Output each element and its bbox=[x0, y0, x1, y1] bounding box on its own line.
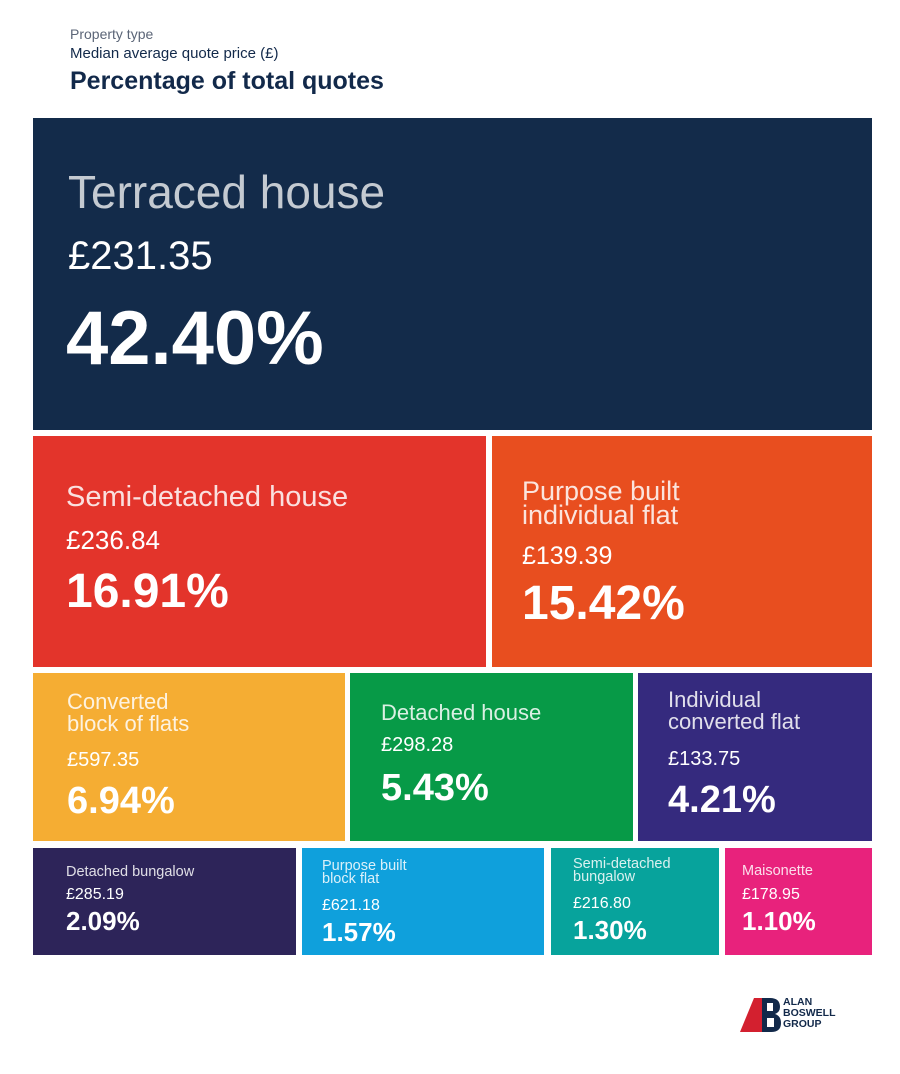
logo-text: ALAN BOSWELL GROUP bbox=[783, 997, 836, 1030]
tile-percent: 42.40% bbox=[66, 296, 324, 381]
tile-percent: 6.94% bbox=[67, 780, 175, 822]
tile-name: Maisonette bbox=[742, 863, 813, 879]
tile-price: £216.80 bbox=[573, 895, 631, 912]
tile-detached-bungalow: Detached bungalow £285.19 2.09% bbox=[33, 848, 296, 955]
tile-percent: 1.57% bbox=[322, 917, 396, 947]
tile-price: £139.39 bbox=[522, 542, 613, 570]
tile-name: Detached house bbox=[381, 700, 542, 725]
tile-name: Semi-detached house bbox=[66, 481, 349, 513]
tile-name: Semi-detached bungalow bbox=[573, 856, 671, 885]
logo-text-group: GROUP bbox=[783, 1018, 822, 1030]
tile-percent: 16.91% bbox=[66, 565, 229, 618]
tile-percent: 15.42% bbox=[522, 577, 685, 630]
tile-price: £133.75 bbox=[668, 748, 741, 770]
tile-percent: 5.43% bbox=[381, 767, 489, 809]
logo-text-boswell: BOSWELL bbox=[783, 1007, 836, 1019]
tile-percent: 1.10% bbox=[742, 906, 816, 936]
logo-mark-icon bbox=[740, 998, 781, 1032]
tile-name: Purpose built individual flat bbox=[522, 476, 680, 530]
tile-maisonette: Maisonette £178.95 1.10% bbox=[725, 848, 872, 955]
chart-legend: Property type Median average quote price… bbox=[70, 26, 384, 96]
tile-price: £597.35 bbox=[67, 749, 140, 771]
tile-name: Detached bungalow bbox=[66, 864, 195, 880]
tile-converted-block-of-flats: Converted block of flats £597.35 6.94% bbox=[33, 673, 345, 841]
tile-price: £285.19 bbox=[66, 886, 124, 903]
tile-percent: 2.09% bbox=[66, 906, 140, 936]
tile-purpose-built-block-flat: Purpose built block flat £621.18 1.57% bbox=[302, 848, 544, 955]
tile-percent: 1.30% bbox=[573, 915, 647, 945]
tile-name: Terraced house bbox=[68, 166, 386, 218]
tile-name: Purpose built block flat bbox=[322, 858, 407, 887]
tile-individual-converted-flat: Individual converted flat £133.75 4.21% bbox=[638, 673, 872, 841]
tile-percent: 4.21% bbox=[668, 779, 776, 821]
tile-semi-detached-house: Semi-detached house £236.84 16.91% bbox=[33, 436, 486, 667]
tile-name: Individual converted flat bbox=[668, 687, 801, 734]
tile-price: £231.35 bbox=[68, 234, 213, 278]
tile-price: £236.84 bbox=[66, 525, 160, 555]
tile-name: Converted block of flats bbox=[67, 689, 190, 736]
tile-detached-house: Detached house £298.28 5.43% bbox=[350, 673, 633, 841]
tile-price: £178.95 bbox=[742, 886, 800, 903]
legend-percentage: Percentage of total quotes bbox=[70, 67, 384, 95]
legend-property-type: Property type bbox=[70, 26, 154, 42]
tile-semi-detached-bungalow: Semi-detached bungalow £216.80 1.30% bbox=[551, 848, 719, 955]
tile-purpose-built-individual-flat: Purpose built individual flat £139.39 15… bbox=[492, 436, 872, 667]
tile-terraced-house: Terraced house £231.35 42.40% bbox=[33, 118, 872, 430]
logo-text-alan: ALAN bbox=[783, 996, 813, 1008]
alan-boswell-group-logo: ALAN BOSWELL GROUP bbox=[740, 994, 870, 1034]
tile-price: £298.28 bbox=[381, 734, 454, 756]
tile-price: £621.18 bbox=[322, 897, 380, 914]
legend-median-price: Median average quote price (£) bbox=[70, 45, 279, 62]
